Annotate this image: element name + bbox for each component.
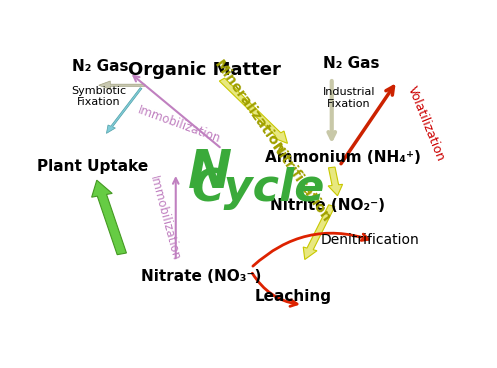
Text: Immobilization: Immobilization <box>136 104 223 146</box>
FancyArrow shape <box>106 88 142 134</box>
FancyArrow shape <box>91 180 126 255</box>
Text: Leaching: Leaching <box>255 289 331 304</box>
Text: Nitrate (NO₃⁻): Nitrate (NO₃⁻) <box>141 269 261 284</box>
Text: Cycle: Cycle <box>192 167 325 210</box>
Text: Immobilization: Immobilization <box>147 174 182 262</box>
Text: Symbiotic
Fixation: Symbiotic Fixation <box>71 86 126 107</box>
Text: Denitrification: Denitrification <box>321 233 419 247</box>
Text: N₂ Gas: N₂ Gas <box>323 57 379 71</box>
Text: Plant Uptake: Plant Uptake <box>37 159 149 173</box>
Text: Nitrification: Nitrification <box>268 141 333 225</box>
Text: Organic Matter: Organic Matter <box>128 61 281 79</box>
Text: Volatilization: Volatilization <box>405 84 447 163</box>
FancyArrow shape <box>99 81 145 89</box>
FancyArrow shape <box>219 78 287 144</box>
Text: Ammonium (NH₄⁺): Ammonium (NH₄⁺) <box>265 150 421 165</box>
Text: Nitrite (NO₂⁻): Nitrite (NO₂⁻) <box>270 198 385 213</box>
Text: Industrial
Fixation: Industrial Fixation <box>323 87 375 109</box>
FancyArrow shape <box>328 167 342 196</box>
Text: Mineralization: Mineralization <box>211 58 287 158</box>
Text: N: N <box>188 147 233 199</box>
Text: N₂ Gas: N₂ Gas <box>73 59 129 74</box>
FancyArrow shape <box>303 205 335 259</box>
